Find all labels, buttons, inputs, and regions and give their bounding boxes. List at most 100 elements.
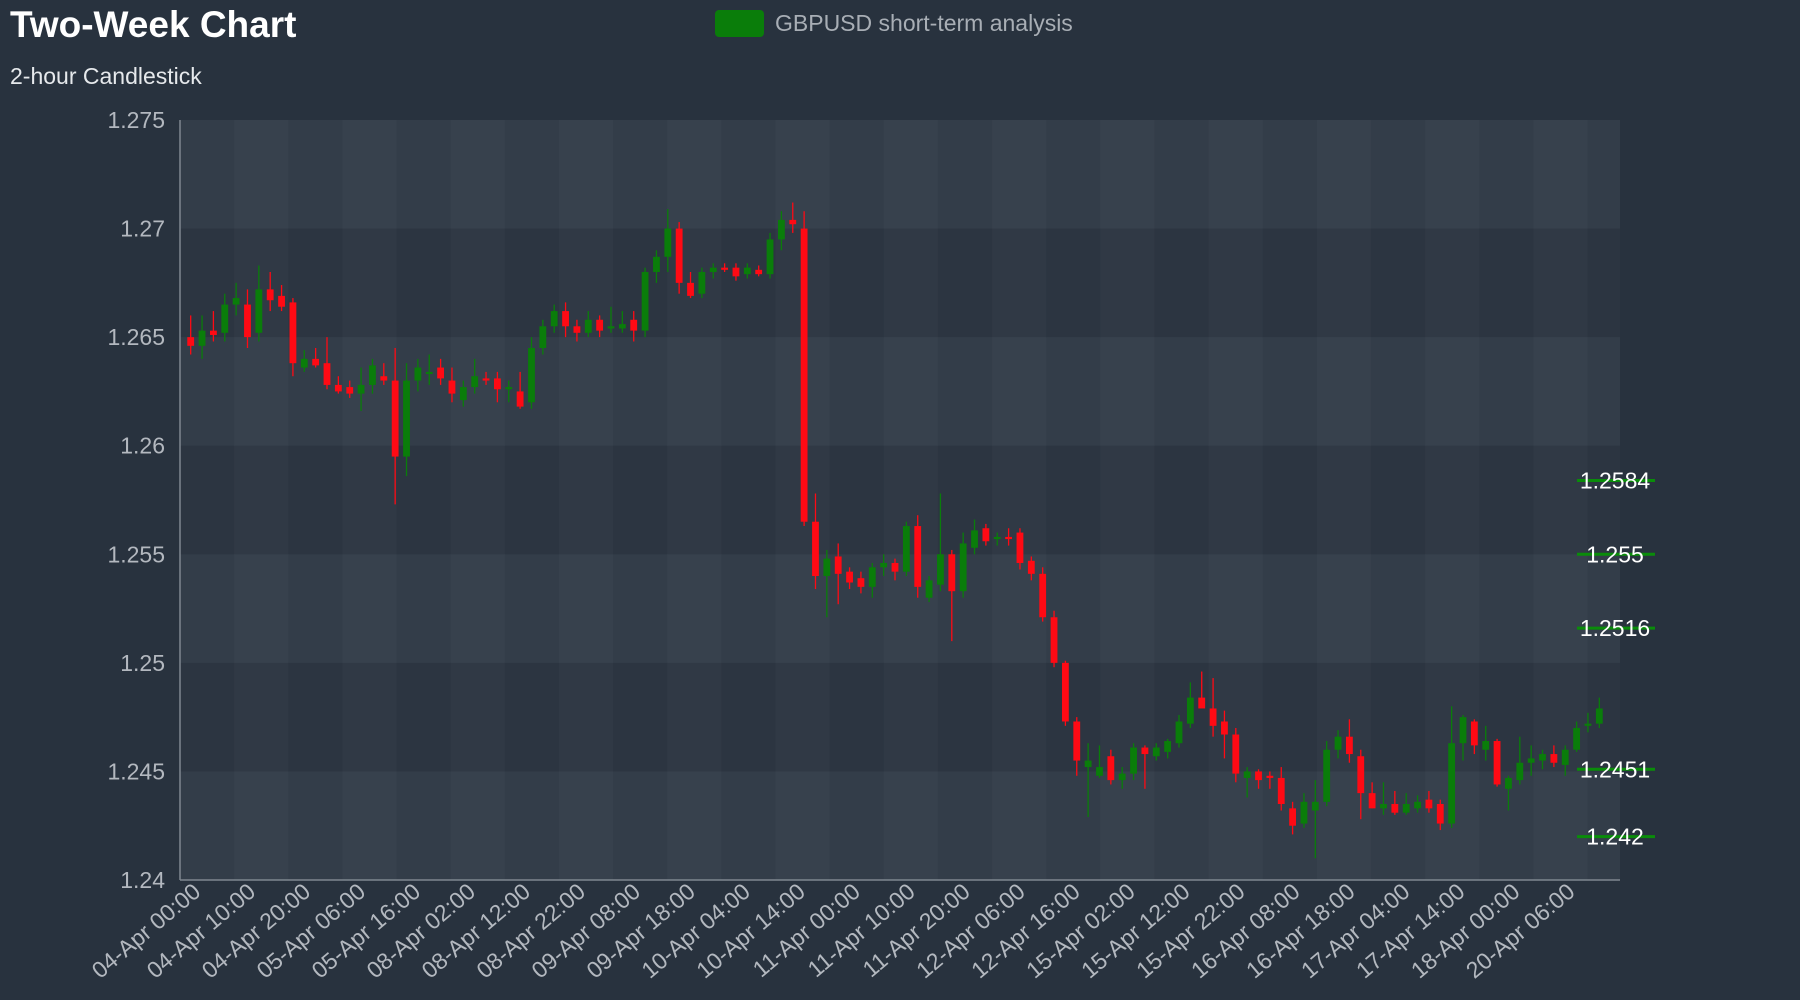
- candle-body: [493, 378, 501, 390]
- candle: [369, 358, 376, 394]
- candle-body: [1391, 804, 1399, 813]
- candle-body: [607, 326, 615, 329]
- candle: [1061, 660, 1069, 726]
- candle-body: [414, 367, 422, 381]
- candle: [1539, 749, 1546, 770]
- candle-body: [1186, 697, 1194, 724]
- candle: [812, 493, 819, 590]
- candle-body: [255, 289, 263, 333]
- price-level-label: 1.2451: [1580, 756, 1650, 782]
- price-level: 1.2516: [1577, 615, 1655, 641]
- candle-body: [278, 295, 285, 307]
- plot-area: [180, 120, 1620, 880]
- price-level-label: 1.2516: [1580, 615, 1650, 641]
- candle-body: [1436, 804, 1444, 824]
- y-tick-label: 1.24: [120, 867, 165, 893]
- candle: [653, 250, 660, 283]
- candle-body: [403, 380, 410, 457]
- candle: [255, 265, 263, 342]
- candle: [1368, 782, 1376, 809]
- candle: [982, 523, 990, 546]
- candle-body: [584, 319, 592, 333]
- candle-body: [925, 580, 933, 598]
- candle-body: [573, 326, 581, 333]
- candle-body: [391, 380, 399, 457]
- candle: [766, 232, 774, 279]
- candle: [993, 532, 1001, 546]
- candle-body: [1027, 560, 1035, 574]
- candle: [221, 293, 229, 342]
- y-tick-label: 1.245: [107, 758, 165, 784]
- candle: [198, 315, 206, 359]
- candle-body: [1300, 801, 1308, 824]
- y-tick-label: 1.265: [107, 324, 165, 350]
- legend-label: GBPUSD short-term analysis: [775, 10, 1073, 36]
- candle-body: [653, 256, 660, 272]
- candle: [357, 367, 365, 411]
- candle-body: [812, 521, 819, 576]
- candle-body: [1005, 536, 1013, 540]
- candle: [1255, 769, 1262, 789]
- candle: [698, 267, 706, 299]
- candle: [414, 358, 422, 392]
- candle: [1016, 528, 1024, 570]
- price-level-label: 1.242: [1586, 824, 1644, 850]
- chart-title: Two-Week Chart: [10, 4, 296, 45]
- candle-body: [1107, 756, 1115, 781]
- candle-body: [868, 567, 876, 587]
- candle: [857, 571, 865, 594]
- candle-body: [1141, 747, 1149, 755]
- candle-body: [1505, 777, 1512, 789]
- candle: [823, 549, 831, 618]
- candle: [493, 371, 501, 403]
- candle: [1175, 714, 1183, 748]
- candle-body: [1595, 708, 1603, 724]
- candle: [709, 263, 717, 279]
- candle: [187, 315, 195, 355]
- candle-body: [698, 272, 706, 294]
- candle-body: [1050, 617, 1058, 663]
- candle-body: [209, 330, 217, 335]
- price-level: 1.2584: [1577, 467, 1655, 493]
- candle: [607, 306, 615, 333]
- y-axis: 1.275 1.27 1.265 1.26 1.255 1.25 1.245 1.24: [107, 107, 181, 893]
- candle: [1084, 743, 1092, 818]
- candle-body: [1266, 775, 1274, 778]
- candle-body: [369, 365, 376, 385]
- candle: [1425, 790, 1433, 813]
- candle: [1300, 793, 1308, 828]
- candle: [300, 350, 308, 372]
- candle-body: [380, 376, 388, 381]
- candle-body: [1221, 721, 1228, 735]
- candle: [289, 298, 297, 377]
- legend[interactable]: GBPUSD short-term analysis: [715, 10, 1073, 37]
- candle: [1141, 745, 1149, 789]
- candle: [244, 289, 251, 348]
- price-level-label: 1.255: [1586, 541, 1644, 567]
- y-tick-label: 1.275: [107, 107, 165, 133]
- candle-body: [664, 228, 672, 257]
- candle: [937, 493, 944, 592]
- plot-band: [180, 554, 1620, 663]
- candle-body: [596, 319, 604, 331]
- candle-body: [1539, 754, 1546, 761]
- candle: [334, 376, 342, 394]
- candle-body: [1425, 799, 1433, 809]
- candle-body: [1334, 736, 1342, 750]
- candle: [505, 380, 513, 403]
- candle: [1027, 556, 1035, 581]
- candle-body: [266, 289, 274, 301]
- candle: [1323, 741, 1331, 807]
- candle-body: [425, 371, 433, 375]
- candle: [1186, 682, 1194, 728]
- candle: [425, 354, 433, 385]
- candle-body: [857, 578, 865, 587]
- candle-body: [914, 526, 922, 587]
- candle: [1164, 738, 1172, 759]
- candle: [868, 562, 876, 598]
- candle-body: [1061, 662, 1069, 722]
- candle-body: [1380, 804, 1387, 809]
- candle: [618, 311, 626, 333]
- candle: [391, 348, 399, 505]
